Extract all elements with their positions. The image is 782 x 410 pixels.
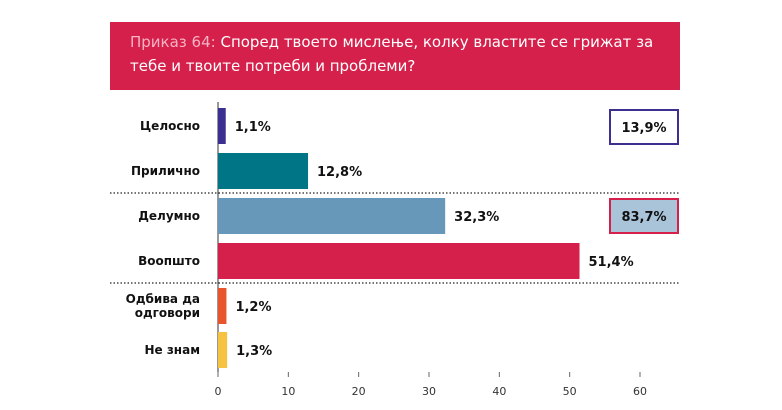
group-total-label-0: 13,9% [621,121,666,136]
x-tick-label-6: 60 [633,385,647,398]
value-label-5: 1,3% [236,344,272,359]
x-tick-label-1: 10 [281,385,295,398]
question-line2: тебе и твоите потреби и проблеми? [130,57,416,75]
category-label-3: Воопшто [138,254,200,268]
category-label-0: Целосно [140,119,200,133]
question-line1: Според твоето мислење, колку властите се… [220,33,654,51]
group-total-label-1: 83,7% [621,210,666,225]
category-label-4: Одбива да одговори [126,292,200,320]
bar-5 [218,332,228,368]
x-tick-label-0: 0 [215,385,222,398]
x-tick-label-4: 40 [492,385,506,398]
category-label-2: Делумно [138,209,200,223]
bar-4 [218,288,227,324]
value-label-0: 1,1% [235,120,271,135]
x-tick-label-5: 50 [563,385,577,398]
chart-header: Приказ 64: Според твоето мислење, колку … [110,22,680,90]
bar-3 [218,243,580,279]
category-label-1: Прилично [131,164,200,178]
value-label-1: 12,8% [317,165,362,180]
bar-0 [218,108,226,144]
group-total-box-1 [609,198,679,234]
x-tick-label-2: 20 [352,385,366,398]
value-label-2: 32,3% [454,210,499,225]
x-tick-label-3: 30 [422,385,436,398]
bar-2 [218,198,446,234]
group-total-box-0 [609,109,679,145]
bar-1 [218,153,309,189]
value-label-3: 51,4% [589,255,634,270]
figure-number: Приказ 64: [130,33,216,51]
value-label-4: 1,2% [235,300,271,315]
category-label-5: Не знам [144,343,200,357]
